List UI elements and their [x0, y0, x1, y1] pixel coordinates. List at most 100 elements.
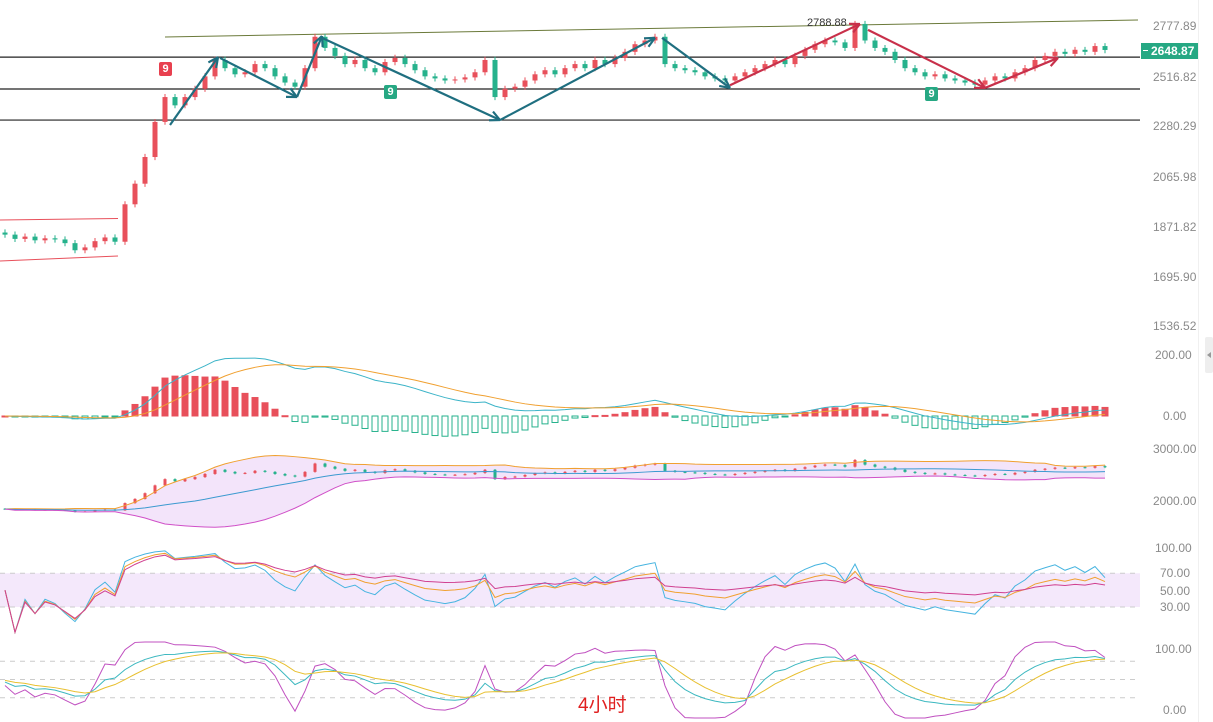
boll-candle [1053, 467, 1057, 469]
arrow-head [313, 35, 323, 45]
candle [532, 74, 538, 81]
boll-candle [363, 469, 367, 472]
boll-tick: 3000.00 [1153, 442, 1197, 456]
kdj-d-line [4, 652, 1106, 704]
macd-histogram-bar [311, 415, 319, 418]
macd-histogram-bar [941, 415, 949, 430]
candle [582, 64, 588, 69]
candle [272, 68, 278, 77]
macd-histogram-bar [861, 407, 869, 417]
boll-candle [273, 471, 277, 474]
macd-histogram-bar [731, 415, 739, 428]
candle [332, 47, 338, 56]
boll-tick: 2000.00 [1153, 494, 1197, 508]
candle [342, 55, 348, 65]
boll-candle [303, 471, 307, 477]
macd-histogram-bar [771, 415, 779, 419]
candle [762, 64, 768, 69]
boll-candle [1093, 466, 1097, 468]
macd-histogram-bar [591, 415, 599, 418]
arrow-head [289, 87, 298, 98]
macd-histogram-bar [721, 415, 729, 428]
macd-histogram-bar [601, 414, 609, 417]
boll-candle [333, 466, 337, 469]
macd-histogram-bar [741, 415, 749, 426]
boll-candle [463, 474, 467, 476]
candle [72, 243, 78, 251]
rsi-band [0, 573, 1140, 608]
macd-histogram-bar [191, 375, 199, 417]
candle [732, 76, 738, 81]
last-price-badge: 2648.87 [1141, 43, 1199, 59]
candle [812, 44, 818, 50]
candle [892, 51, 898, 60]
candle [482, 59, 488, 73]
candle [822, 40, 828, 45]
boll-candle [513, 476, 517, 478]
candle [942, 74, 948, 79]
boll-candle [523, 475, 527, 477]
pane-resize-handle[interactable] [1205, 337, 1213, 373]
macd-tick: 0.00 [1163, 409, 1187, 423]
candle [512, 86, 518, 89]
candle [322, 36, 328, 48]
macd-histogram-bar [531, 415, 539, 428]
trendline [164, 19, 1139, 38]
candle [1022, 68, 1028, 73]
macd-histogram-bar [971, 415, 979, 429]
macd-histogram-bar [421, 415, 429, 435]
macd-histogram-bar [661, 412, 669, 417]
peak-price-label: 2788.88 [807, 17, 847, 29]
candle [742, 72, 748, 77]
boll-band-fill [5, 455, 1105, 528]
boll-candle [423, 472, 427, 474]
rsi-tick: 30.00 [1160, 600, 1191, 614]
candle [442, 78, 448, 81]
candle [552, 70, 558, 75]
candle [172, 97, 178, 106]
boll-candle [163, 479, 167, 486]
macd-histogram-bar [231, 386, 239, 417]
price-tick: 2777.89 [1153, 19, 1197, 33]
boll-candle [443, 474, 447, 476]
arrow-head [1046, 56, 1059, 60]
candle [1062, 51, 1068, 54]
macd-histogram-bar [201, 376, 209, 417]
macd-histogram-bar [521, 415, 529, 431]
boll-candle [473, 472, 477, 475]
arrow-head [723, 77, 731, 89]
boll-candle [843, 465, 847, 467]
macd-histogram-bar [281, 415, 289, 418]
candle [662, 36, 668, 65]
boll-candle [663, 463, 667, 471]
macd-histogram-bar [391, 415, 399, 431]
macd-histogram-bar [181, 375, 189, 417]
candle [1092, 46, 1098, 52]
macd-histogram-bar [1001, 415, 1009, 424]
boll-candle [913, 471, 917, 473]
macd-histogram-bar [781, 415, 789, 418]
macd-histogram-bar [1051, 407, 1059, 417]
arrow-head [718, 84, 731, 90]
boll-candle [953, 474, 957, 476]
candle [212, 59, 218, 77]
macd-histogram-bar [711, 415, 719, 428]
candle [542, 70, 548, 75]
macd-histogram-bar [921, 415, 929, 429]
candle [802, 49, 808, 56]
candle [932, 74, 938, 77]
boll-candle [973, 475, 977, 477]
macd-histogram-bar [791, 414, 799, 417]
macd-histogram-bar [451, 415, 459, 437]
boll-candle [653, 463, 657, 465]
macd-histogram-bar [1101, 406, 1109, 417]
channel-top-line [0, 217, 119, 221]
candle [152, 121, 158, 158]
candle [752, 68, 758, 73]
macd-histogram-bar [1041, 410, 1049, 417]
boll-candle [593, 469, 597, 472]
candle [472, 72, 478, 78]
candle [142, 157, 148, 184]
macd-histogram-bar [751, 415, 759, 424]
